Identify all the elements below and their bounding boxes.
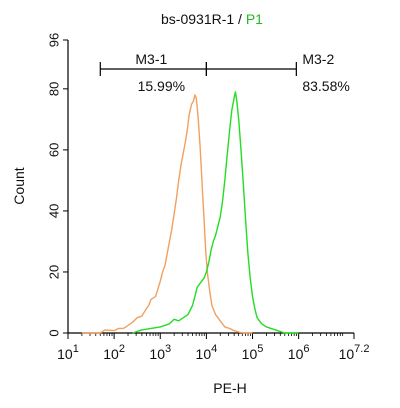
- x-tick-label: 106: [288, 343, 310, 362]
- x-tick-label: 105: [242, 343, 264, 362]
- y-tick-label: 80: [46, 82, 61, 96]
- y-tick-label: 96: [46, 33, 61, 47]
- x-axis-label: PE-H: [213, 380, 246, 396]
- x-tick-label: 107.2: [339, 343, 370, 362]
- y-tick-label: 0: [46, 329, 61, 336]
- x-tick-label: 102: [103, 343, 125, 362]
- plot-area: 0 20 40 60 80 96 101 102 103 104 105 106 107.2 M3-1 15…: [46, 33, 369, 362]
- y-tick-label: 20: [46, 265, 61, 279]
- chart-title-main: bs-0931R-1 /: [161, 11, 246, 27]
- y-tick-label: 60: [46, 143, 61, 157]
- chart-title: bs-0931R-1 / P1: [161, 11, 263, 27]
- y-tick-label: 40: [46, 204, 61, 218]
- y-axis-label: Count: [11, 167, 27, 204]
- series-line-1: [81, 94, 253, 334]
- gate-pct-2: 83.58%: [302, 78, 349, 94]
- x-tick-label: 104: [196, 343, 218, 362]
- gate-name-1: M3-1: [135, 51, 167, 67]
- gate-pct-1: 15.99%: [138, 78, 185, 94]
- chart-title-highlight: P1: [246, 11, 263, 27]
- x-tick-label: 101: [57, 343, 79, 362]
- series-line-2: [132, 91, 299, 334]
- gate-name-2: M3-2: [302, 51, 334, 67]
- x-tick-label: 103: [149, 343, 171, 362]
